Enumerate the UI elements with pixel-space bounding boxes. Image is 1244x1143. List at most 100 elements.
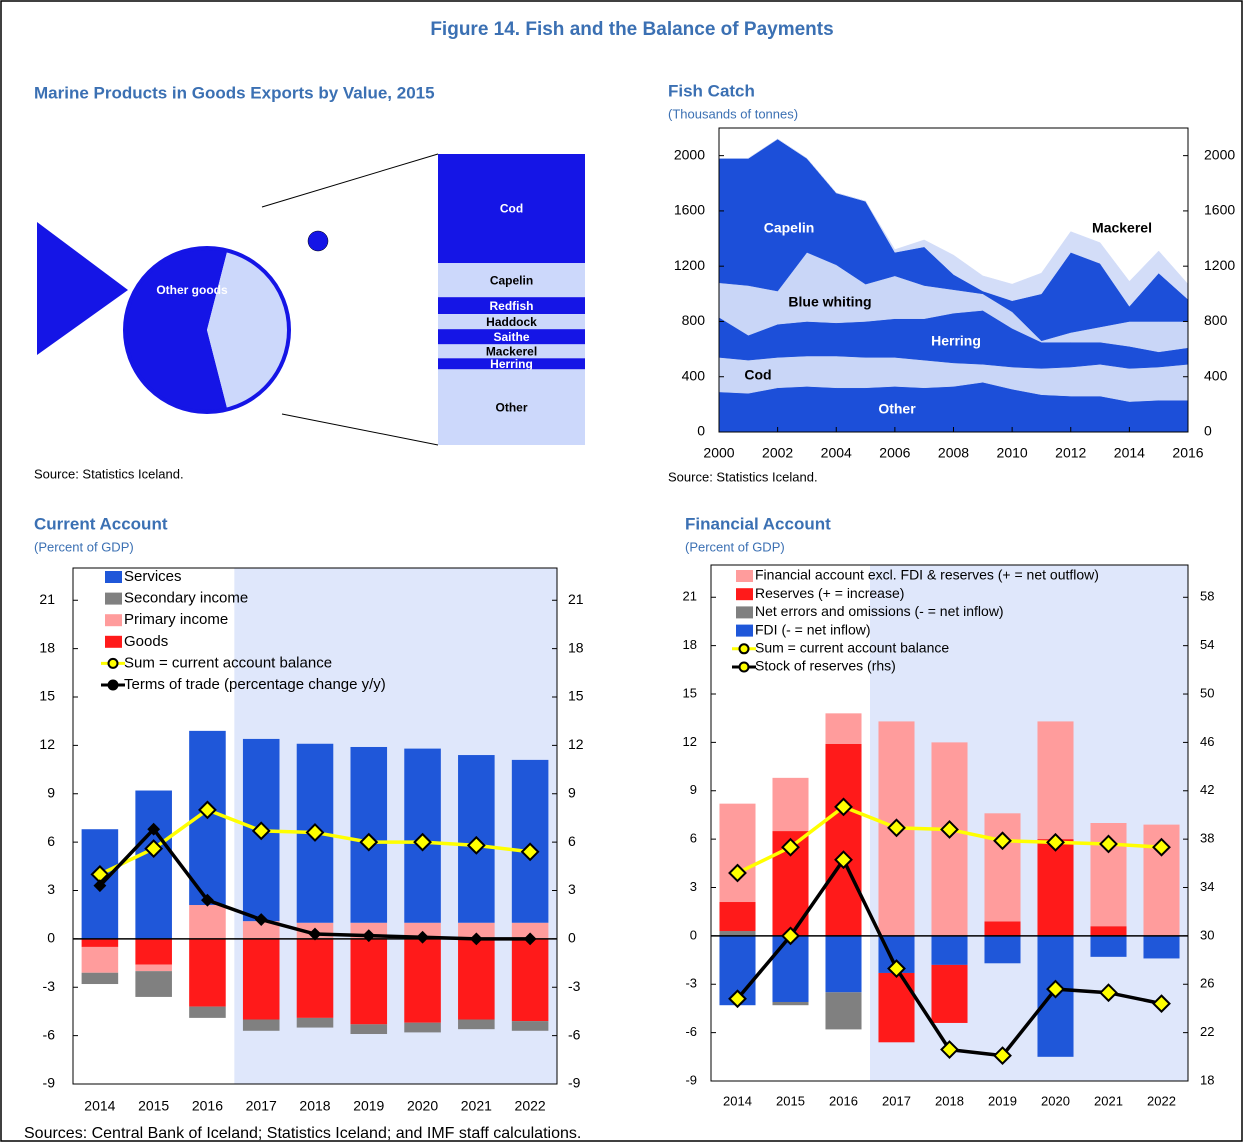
bar: [719, 902, 756, 932]
segment: [438, 344, 585, 359]
marker: [198, 800, 217, 820]
x-tick-label: 2015: [138, 1098, 169, 1114]
x-tick-label: 2018: [299, 1098, 330, 1114]
connector: [281, 413, 439, 446]
y-tick-label: 400: [682, 367, 706, 383]
x-tick-label: 2000: [703, 445, 734, 461]
marker: [887, 818, 906, 838]
segment: [438, 314, 585, 330]
fish-eye: [307, 230, 329, 252]
x-tick-label: 2014: [723, 1093, 752, 1108]
bar: [296, 1017, 334, 1028]
bar: [772, 935, 809, 1002]
marker: [523, 932, 537, 946]
y-tick-label: 6: [47, 833, 55, 849]
bar: [350, 938, 388, 1025]
marker: [308, 927, 322, 941]
y2-tick-label: 38: [1200, 831, 1214, 846]
bar: [825, 743, 862, 936]
y2-tick-label: 9: [568, 784, 576, 800]
bar: [772, 777, 809, 832]
bar: [511, 759, 549, 923]
bar: [81, 938, 119, 947]
y2-tick-label: 21: [568, 591, 584, 607]
y-tick-label: 12: [683, 734, 697, 749]
x-tick-label: 2017: [882, 1093, 911, 1108]
segment-label: Saithe: [493, 330, 529, 344]
connector: [261, 153, 439, 208]
bar: [878, 972, 915, 1043]
marker: [466, 835, 486, 855]
pie-slice: [124, 248, 228, 412]
source: Source: Statistics Iceland.: [34, 466, 184, 481]
marker: [993, 1046, 1012, 1066]
legend-swatch: [736, 570, 753, 582]
marker: [834, 850, 853, 870]
legend-label: Financial account excl. FDI & reserves (…: [755, 567, 1099, 583]
x-tick-label: 2016: [1172, 445, 1203, 461]
marker: [940, 820, 959, 839]
x-tick-label: 2022: [1147, 1093, 1176, 1108]
y2-tick-label: 6: [568, 833, 576, 849]
legend-label: Sum = current account balance: [124, 654, 332, 671]
marker: [993, 831, 1012, 851]
y2-tick-label: 12: [568, 736, 584, 752]
fish-tail: [37, 222, 128, 355]
marker: [1046, 832, 1065, 852]
bar: [404, 1022, 441, 1033]
y-tick-label: 1200: [674, 257, 705, 273]
bar: [931, 935, 968, 965]
series-label: Herring: [931, 333, 981, 349]
marker: [1099, 834, 1118, 854]
series-label: Other: [878, 401, 916, 417]
bar: [135, 971, 172, 997]
segment-label: Other: [495, 400, 527, 414]
chart-title: Marine Products in Goods Exports by Valu…: [34, 83, 435, 102]
marker: [1152, 837, 1171, 857]
bar: [242, 921, 280, 939]
pie-label: Other goods: [156, 283, 228, 297]
legend-label: Secondary income: [124, 590, 248, 607]
bar: [1143, 935, 1180, 959]
bar: [1090, 935, 1127, 957]
y2-tick-label: 26: [1200, 976, 1214, 991]
segment-label: Redfish: [489, 299, 533, 313]
series-label: Cod: [744, 367, 771, 383]
chart-subtitle: (Thousands of tonnes): [668, 106, 798, 121]
y2-tick-label: 58: [1200, 589, 1214, 604]
y2-tick-label: 42: [1200, 782, 1214, 797]
x-tick-label: 2019: [353, 1098, 384, 1114]
series-label: Capelin: [764, 220, 815, 236]
bar: [984, 813, 1021, 922]
marker: [251, 821, 271, 841]
marker: [305, 823, 325, 842]
x-tick-label: 2021: [1094, 1093, 1123, 1108]
bar: [931, 964, 968, 1023]
y2-tick-label: -9: [568, 1075, 581, 1091]
x-tick-label: 2020: [1041, 1093, 1070, 1108]
y-tick-label: 6: [690, 831, 697, 846]
y-tick-label: 800: [682, 312, 706, 328]
footer: Sources: Central Bank of Iceland; Statis…: [24, 1125, 581, 1142]
legend-swatch: [105, 635, 122, 648]
marker: [93, 879, 107, 893]
x-tick-label: 2002: [762, 445, 793, 461]
legend-label: Net errors and omissions (- = net inflow…: [755, 603, 1004, 619]
bar: [135, 938, 172, 965]
legend-label: Reserves (+ = increase): [755, 585, 904, 601]
segment-label: Haddock: [486, 315, 537, 329]
y-tick-label: 21: [683, 589, 697, 604]
marker: [469, 932, 483, 946]
bar: [135, 790, 172, 939]
marker: [940, 1040, 959, 1059]
bar: [825, 992, 862, 1030]
bar: [984, 935, 1021, 964]
x-tick-label: 2020: [407, 1098, 438, 1114]
plot-frame: [710, 564, 1189, 1082]
bar: [350, 1024, 388, 1035]
bar: [458, 1019, 495, 1030]
y-tick-label: 3: [690, 879, 697, 894]
segment: [438, 329, 585, 345]
segment-label: Cod: [500, 202, 523, 216]
